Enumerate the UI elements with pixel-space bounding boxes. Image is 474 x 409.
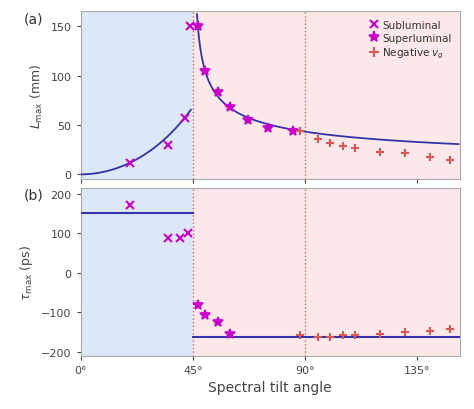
Legend: Subluminal, Superluminal, Negative $v_g$: Subluminal, Superluminal, Negative $v_g$	[366, 18, 455, 64]
Bar	[81, 188, 193, 356]
Text: (b): (b)	[24, 188, 44, 202]
Bar	[193, 12, 460, 180]
Bar	[193, 188, 460, 356]
X-axis label: Spectral tilt angle: Spectral tilt angle	[209, 380, 332, 394]
Y-axis label: $L_{\mathrm{max}}$ (mm): $L_{\mathrm{max}}$ (mm)	[29, 63, 45, 129]
Text: (a): (a)	[24, 12, 43, 26]
Y-axis label: $\tau_{\mathrm{max}}$ (ps): $\tau_{\mathrm{max}}$ (ps)	[18, 244, 36, 300]
Bar	[81, 12, 193, 180]
